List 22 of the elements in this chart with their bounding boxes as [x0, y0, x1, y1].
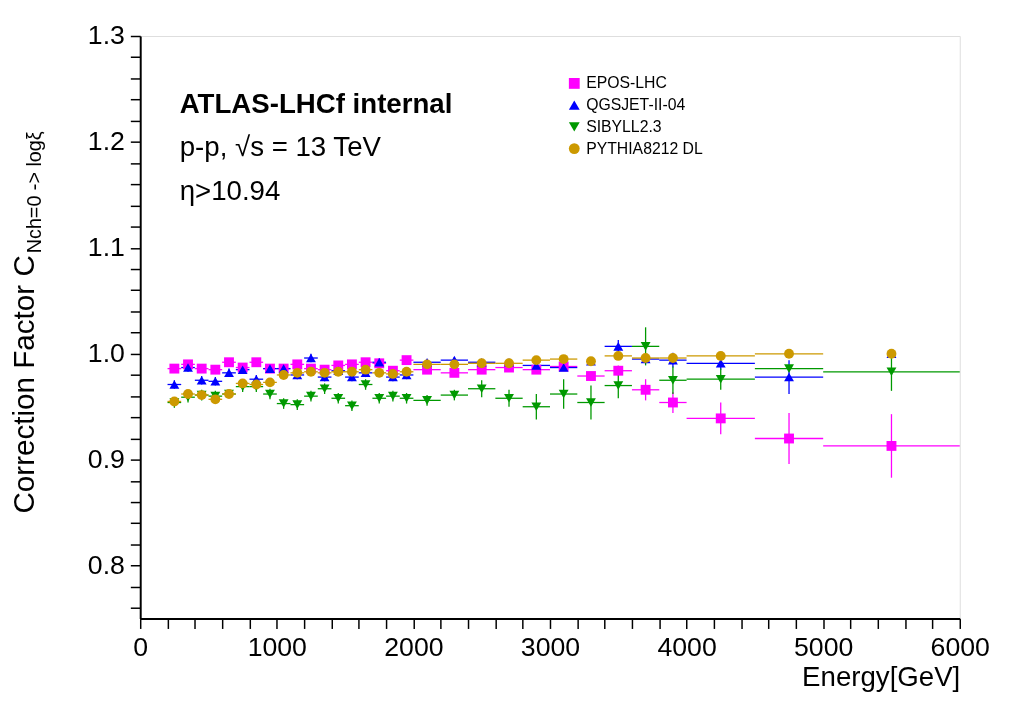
legend-label: SIBYLL2.3 — [586, 117, 662, 135]
legend-label: PYTHIA8212 DL — [586, 139, 704, 157]
y-tick-label: 0.8 — [87, 550, 125, 581]
legend-label: QGSJET-II-04 — [586, 96, 686, 114]
x-axis-title: Energy[GeV] — [802, 661, 961, 693]
x-tick-label: 5000 — [794, 631, 854, 662]
annotation: ATLAS-LHCf internal — [179, 88, 453, 120]
y-tick-label: 1.3 — [87, 20, 125, 51]
x-tick-label: 0 — [133, 631, 149, 662]
annotation: p-p, √s = 13 TeV — [179, 131, 382, 163]
x-tick-label: 1000 — [247, 631, 307, 662]
y-tick-label: 1.2 — [87, 126, 125, 157]
x-tick-label: 4000 — [657, 631, 717, 662]
x-tick-label: 3000 — [520, 631, 581, 662]
y-tick-label: 1.1 — [87, 232, 125, 263]
y-tick-label: 0.9 — [87, 444, 125, 475]
y-axis-title: Correction Factor CNch=0 -> logξ — [6, 131, 46, 514]
x-tick-label: 6000 — [930, 631, 990, 662]
legend-label: EPOS-LHC — [586, 74, 667, 92]
annotation: η>10.94 — [179, 174, 281, 206]
y-tick-label: 1.0 — [87, 338, 125, 369]
x-tick-label: 2000 — [384, 631, 444, 662]
